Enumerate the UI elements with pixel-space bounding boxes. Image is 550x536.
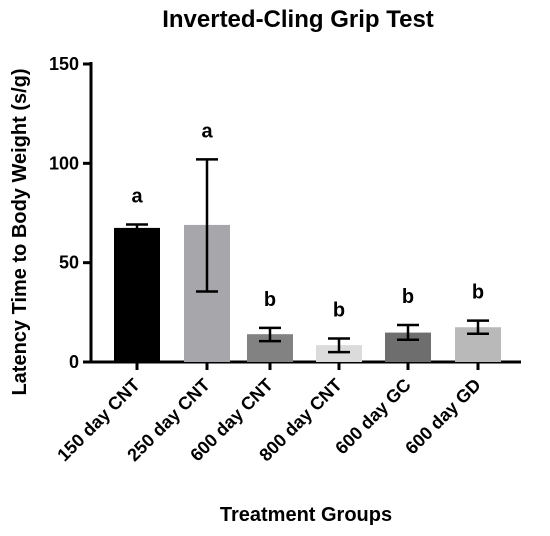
- error-bars: [126, 158, 489, 354]
- y-tick-label: 0: [69, 352, 79, 372]
- bar: [316, 345, 362, 362]
- significance-label: b: [333, 300, 345, 322]
- y-tick-label: 150: [49, 54, 79, 74]
- y-tick-label: 50: [59, 253, 79, 273]
- y-axis-label: Latency Time to Body Weight (s/g): [9, 68, 31, 395]
- y-tick-label: 100: [49, 153, 79, 173]
- y-ticks: 0 50 100 150: [49, 54, 91, 372]
- significance-label: b: [264, 289, 276, 311]
- chart-title: Inverted-Cling Grip Test: [162, 6, 434, 33]
- bars: [114, 224, 501, 362]
- significance-label: a: [201, 120, 213, 142]
- significance-label: b: [472, 282, 484, 304]
- bar: [114, 227, 160, 362]
- significance-label: a: [131, 186, 143, 208]
- x-axis-label: Treatment Groups: [220, 504, 392, 526]
- x-tick-label: 600 day GD: [401, 375, 484, 458]
- significance-label: b: [402, 286, 414, 308]
- significance-labels: a a b b b b: [131, 120, 484, 321]
